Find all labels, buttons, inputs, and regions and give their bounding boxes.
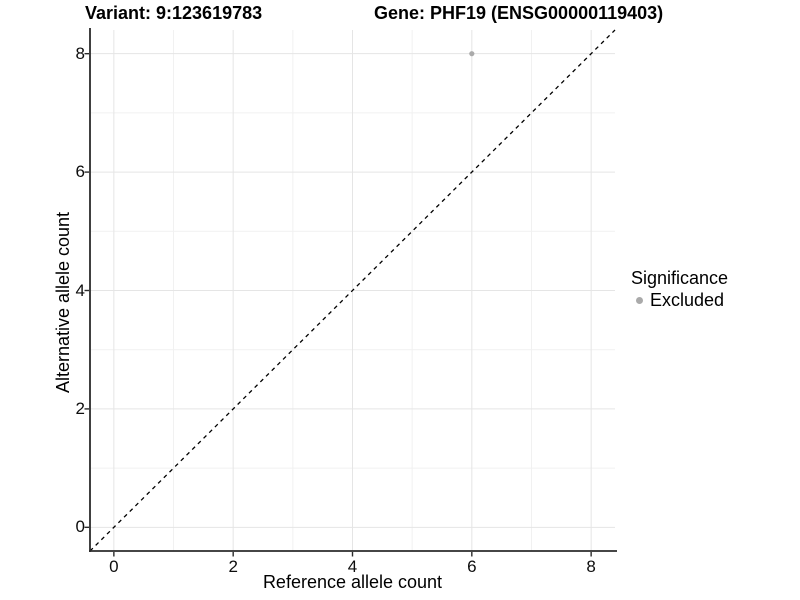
y-tick-label: 6 bbox=[75, 162, 85, 182]
x-tick-label: 0 bbox=[109, 557, 119, 576]
x-axis-title: Reference allele count bbox=[262, 572, 443, 592]
identity-line bbox=[89, 29, 616, 552]
legend-title: Significance bbox=[631, 268, 729, 288]
legend-item-label: Excluded bbox=[650, 290, 725, 310]
y-axis-title: Alternative allele count bbox=[53, 211, 74, 393]
legend-item-excluded: Excluded bbox=[631, 290, 728, 311]
legend: Significance Excluded bbox=[631, 268, 728, 311]
y-tick-label: 0 bbox=[75, 517, 85, 537]
variant-title: Variant: 9:123619783 bbox=[85, 3, 263, 23]
x-tick-label: 8 bbox=[586, 557, 596, 576]
y-tick-label: 4 bbox=[75, 280, 85, 300]
x-tick-label: 2 bbox=[228, 557, 238, 576]
x-tick-label: 6 bbox=[467, 557, 477, 576]
legend-key bbox=[631, 292, 648, 309]
y-tick-label: 8 bbox=[75, 43, 85, 63]
excluded-point-icon bbox=[636, 297, 643, 304]
data-point bbox=[469, 51, 475, 57]
gene-title: Gene: PHF19 (ENSG00000119403) bbox=[374, 3, 664, 23]
x-tick-label: 4 bbox=[347, 557, 358, 576]
y-tick-label: 2 bbox=[75, 398, 85, 418]
